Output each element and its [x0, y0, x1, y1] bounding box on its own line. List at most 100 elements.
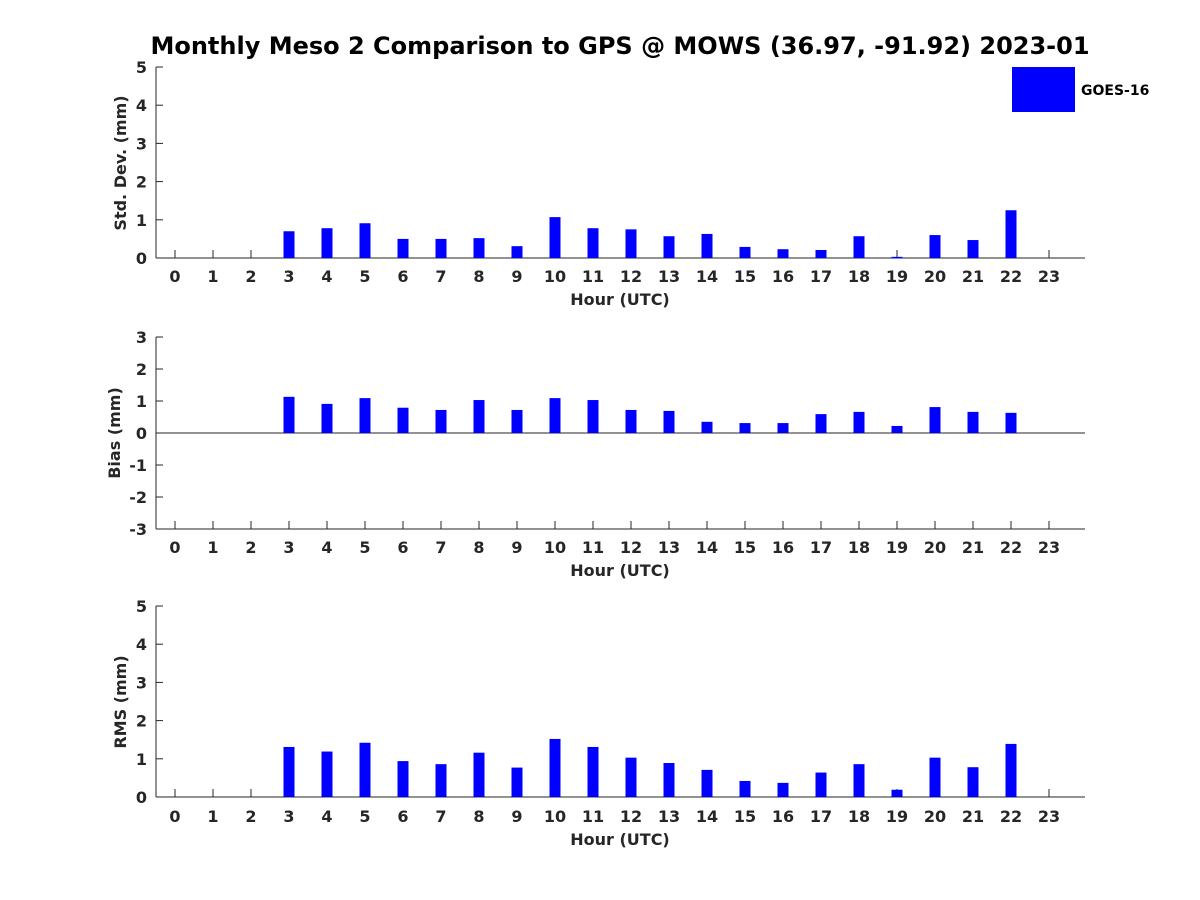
x-tick-label: 6	[397, 538, 408, 557]
x-tick-label: 17	[810, 807, 832, 826]
y-tick-label: 3	[136, 134, 147, 153]
bar	[549, 398, 561, 433]
x-tick-label: 11	[582, 807, 604, 826]
bar	[473, 752, 485, 797]
y-tick-label: 0	[136, 424, 147, 443]
bar	[511, 409, 523, 433]
bar	[929, 757, 941, 797]
y-tick-label: 0	[136, 249, 147, 268]
y-tick-label: 2	[136, 360, 147, 379]
y-tick-label: -2	[129, 488, 147, 507]
bar	[663, 236, 675, 258]
x-tick-label: 18	[848, 538, 870, 557]
bar	[891, 425, 903, 433]
x-tick-label: 22	[1000, 267, 1022, 286]
x-tick-label: 22	[1000, 807, 1022, 826]
bar	[511, 246, 523, 258]
x-tick-label: 14	[696, 538, 718, 557]
x-tick-label: 20	[924, 267, 946, 286]
x-tick-label: 21	[962, 807, 984, 826]
bar	[815, 414, 827, 433]
bar	[891, 789, 903, 797]
bar	[815, 249, 827, 258]
legend-swatch	[1012, 67, 1075, 112]
x-tick-label: 6	[397, 267, 408, 286]
bar	[473, 238, 485, 258]
x-tick-label: 2	[245, 267, 256, 286]
y-axis-label: Bias (mm)	[105, 387, 124, 479]
x-tick-label: 11	[582, 538, 604, 557]
x-tick-label: 5	[359, 538, 370, 557]
x-tick-label: 3	[283, 538, 294, 557]
bar	[739, 246, 751, 258]
x-tick-label: 15	[734, 538, 756, 557]
bar	[663, 763, 675, 797]
bar	[397, 407, 409, 433]
y-tick-label: 2	[136, 173, 147, 192]
x-tick-label: 4	[321, 267, 332, 286]
x-tick-label: 16	[772, 807, 794, 826]
bar	[321, 228, 333, 258]
x-tick-label: 1	[207, 267, 218, 286]
bar	[853, 764, 865, 797]
x-tick-label: 12	[620, 807, 642, 826]
bar	[587, 400, 599, 433]
legend-label: GOES-16	[1081, 83, 1149, 99]
y-tick-label: 4	[136, 96, 147, 115]
y-tick-label: 1	[136, 211, 147, 230]
bar	[891, 256, 903, 259]
bar	[1005, 412, 1017, 433]
bar	[815, 772, 827, 797]
x-tick-label: 15	[734, 807, 756, 826]
x-tick-label: 16	[772, 267, 794, 286]
y-tick-label: 3	[136, 328, 147, 347]
x-tick-label: 12	[620, 267, 642, 286]
x-tick-label: 7	[435, 807, 446, 826]
bar	[701, 233, 713, 258]
x-tick-label: 14	[696, 267, 718, 286]
y-axis-label: RMS (mm)	[111, 655, 130, 748]
x-tick-label: 13	[658, 807, 680, 826]
x-tick-label: 14	[696, 807, 718, 826]
bar	[1005, 210, 1017, 258]
y-tick-label: 5	[136, 597, 147, 616]
x-tick-label: 1	[207, 538, 218, 557]
bar	[777, 249, 789, 258]
bar	[359, 742, 371, 797]
bar	[967, 240, 979, 258]
bar	[739, 423, 751, 433]
x-tick-label: 7	[435, 538, 446, 557]
x-tick-label: 19	[886, 267, 908, 286]
bar	[587, 228, 599, 258]
x-tick-label: 17	[810, 267, 832, 286]
x-tick-label: 10	[544, 267, 566, 286]
x-tick-label: 23	[1038, 538, 1060, 557]
x-tick-label: 5	[359, 807, 370, 826]
x-tick-label: 0	[169, 267, 180, 286]
bar	[1005, 743, 1017, 797]
x-tick-label: 13	[658, 538, 680, 557]
y-tick-label: -1	[129, 456, 147, 475]
bar	[435, 238, 447, 258]
x-tick-label: 3	[283, 267, 294, 286]
bar	[739, 780, 751, 797]
figure-title: Monthly Meso 2 Comparison to GPS @ MOWS …	[150, 32, 1089, 60]
bar	[473, 400, 485, 433]
bar	[321, 751, 333, 797]
bar	[359, 223, 371, 258]
x-tick-label: 2	[245, 538, 256, 557]
x-tick-label: 9	[511, 267, 522, 286]
bar	[853, 236, 865, 258]
bar	[283, 746, 295, 797]
x-tick-label: 21	[962, 538, 984, 557]
y-tick-label: 5	[136, 58, 147, 77]
bar	[397, 761, 409, 797]
x-tick-label: 20	[924, 538, 946, 557]
x-tick-label: 17	[810, 538, 832, 557]
x-tick-label: 3	[283, 807, 294, 826]
x-tick-label: 4	[321, 807, 332, 826]
bar	[701, 769, 713, 797]
